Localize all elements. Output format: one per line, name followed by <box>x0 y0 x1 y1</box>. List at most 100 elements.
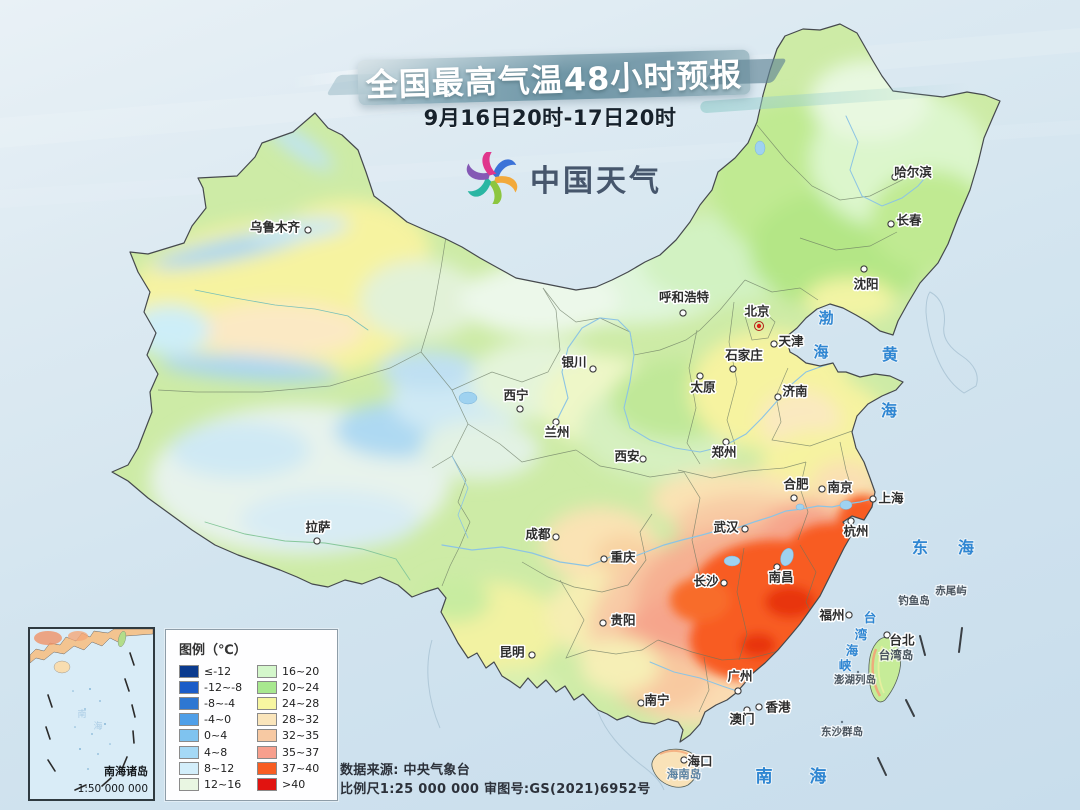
city-label: 呼和浩特 <box>659 290 710 305</box>
sea-label: 海 <box>813 343 828 361</box>
city-label: 银川 <box>561 355 586 370</box>
city-label: 沈阳 <box>853 277 878 292</box>
city-marker: 太原 <box>689 372 717 396</box>
neighbor-coastlines <box>427 291 978 791</box>
legend-swatch <box>257 777 277 791</box>
city-label: 海口 <box>687 754 712 769</box>
legend-swatch <box>179 777 199 791</box>
south-china-sea-inset: 南 海 南海诸岛 1:50 000 000 <box>28 627 155 801</box>
legend-swatch <box>257 761 277 775</box>
legend-row: 24~28 <box>257 695 331 711</box>
legend-label: 32~35 <box>282 729 320 743</box>
city-marker: 哈尔滨 <box>891 163 934 181</box>
sea-label: 南 <box>756 766 773 787</box>
city-marker: 长沙 <box>692 572 728 590</box>
legend-label: -4~0 <box>204 713 232 727</box>
data-source: 数据来源: 中央气象台 <box>340 763 471 778</box>
city-marker: 西安 <box>613 447 647 465</box>
sea-label: 渤 <box>818 309 833 327</box>
city-label: 拉萨 <box>305 520 331 535</box>
city-marker: 兰州 <box>543 418 571 441</box>
legend-swatch <box>179 745 199 759</box>
city-label: 石家庄 <box>724 348 763 363</box>
legend-swatch <box>257 680 277 694</box>
city-marker: 广州 <box>726 667 754 695</box>
legend-row: ≤-12 <box>179 663 257 679</box>
island-label: 东沙群岛 <box>821 725 863 738</box>
city-marker: 银川 <box>560 353 597 373</box>
legend-row: 12~16 <box>179 776 257 792</box>
city-label: 长春 <box>896 213 922 228</box>
sea-label: 黄 <box>882 345 898 364</box>
city-marker: 拉萨 <box>304 518 332 545</box>
city-label: 西安 <box>614 449 639 464</box>
city-label: 太原 <box>690 380 716 395</box>
city-label: 澳门 <box>729 712 754 727</box>
island-label: 海南岛 <box>667 767 702 781</box>
legend-swatch <box>257 696 277 710</box>
legend-label: 4~8 <box>204 745 228 759</box>
city-label: 南京 <box>827 480 853 495</box>
legend-row: 20~24 <box>257 679 331 695</box>
legend-swatch <box>257 713 277 727</box>
city-label: 西宁 <box>503 388 528 403</box>
legend-swatch <box>257 729 277 743</box>
city-label: 南宁 <box>644 693 669 708</box>
city-marker: 南昌 <box>767 563 795 586</box>
legend-label: 24~28 <box>282 696 320 710</box>
city-marker: 长春 <box>887 211 923 229</box>
city-label: 福州 <box>818 608 844 623</box>
legend-row: >40 <box>257 776 331 792</box>
rivers <box>194 115 931 692</box>
inset-hainan <box>53 660 71 674</box>
legend-label: 20~24 <box>282 680 320 694</box>
legend-label: ≤-12 <box>204 664 232 678</box>
city-label: 香港 <box>764 700 791 715</box>
islet-dots <box>840 584 950 724</box>
city-marker: 南宁 <box>637 691 671 709</box>
city-label: 武汉 <box>713 520 739 535</box>
city-label: 天津 <box>778 334 804 349</box>
legend-row: 4~8 <box>179 744 257 760</box>
legend-row: 32~35 <box>257 728 331 744</box>
city-label: 乌鲁木齐 <box>250 220 301 235</box>
inset-hot-patch <box>68 631 88 641</box>
legend-row: 16~20 <box>257 663 331 679</box>
city-marker: 武汉 <box>712 518 749 536</box>
legend-label: 0~4 <box>204 729 228 743</box>
legend-grid: ≤-12 -12~-8 -8~-4 -4~0 0~4 4~8 8~12 12~16 16~20 2… <box>179 663 331 793</box>
city-label: 合肥 <box>783 477 809 492</box>
city-marker: 北京 <box>743 302 771 331</box>
legend-label: 37~40 <box>282 761 320 775</box>
temperature-legend: 图例（℃） ≤-12 -12~-8 -8~-4 -4~0 0~4 4~8 8~12 12~16… <box>165 629 338 801</box>
sea-label: 海 <box>810 766 827 787</box>
china-weather-logo: 中国天气 <box>466 152 662 204</box>
city-marker: 福州 <box>817 606 853 624</box>
sea-label: 峡 <box>839 658 852 673</box>
city-label: 成都 <box>525 527 551 542</box>
city-marker: 澳门 <box>728 706 756 728</box>
city-marker: 海口 <box>680 752 714 770</box>
china-landmass <box>112 24 1000 742</box>
legend-label: 16~20 <box>282 664 320 678</box>
city-marker: 乌鲁木齐 <box>248 218 312 236</box>
legend-title: 图例（℃） <box>179 643 247 658</box>
city-marker: 杭州 <box>842 517 870 540</box>
legend-swatch <box>257 664 277 678</box>
city-marker: 贵阳 <box>599 611 637 629</box>
city-label: 上海 <box>878 491 904 506</box>
legend-swatch <box>179 696 199 710</box>
island-label: 钓鱼岛 <box>898 594 930 607</box>
city-marker: 香港 <box>755 698 792 716</box>
map-scale-approval: 比例尺1:25 000 000 审图号:GS(2021)6952号 <box>340 782 651 797</box>
island-label: 台湾岛 <box>879 648 914 662</box>
legend-row: 35~37 <box>257 744 331 760</box>
legend-swatch <box>179 664 199 678</box>
city-marker: 天津 <box>770 332 805 350</box>
legend-swatch <box>179 680 199 694</box>
legend-row: -4~0 <box>179 712 257 728</box>
city-marker: 济南 <box>774 382 809 401</box>
